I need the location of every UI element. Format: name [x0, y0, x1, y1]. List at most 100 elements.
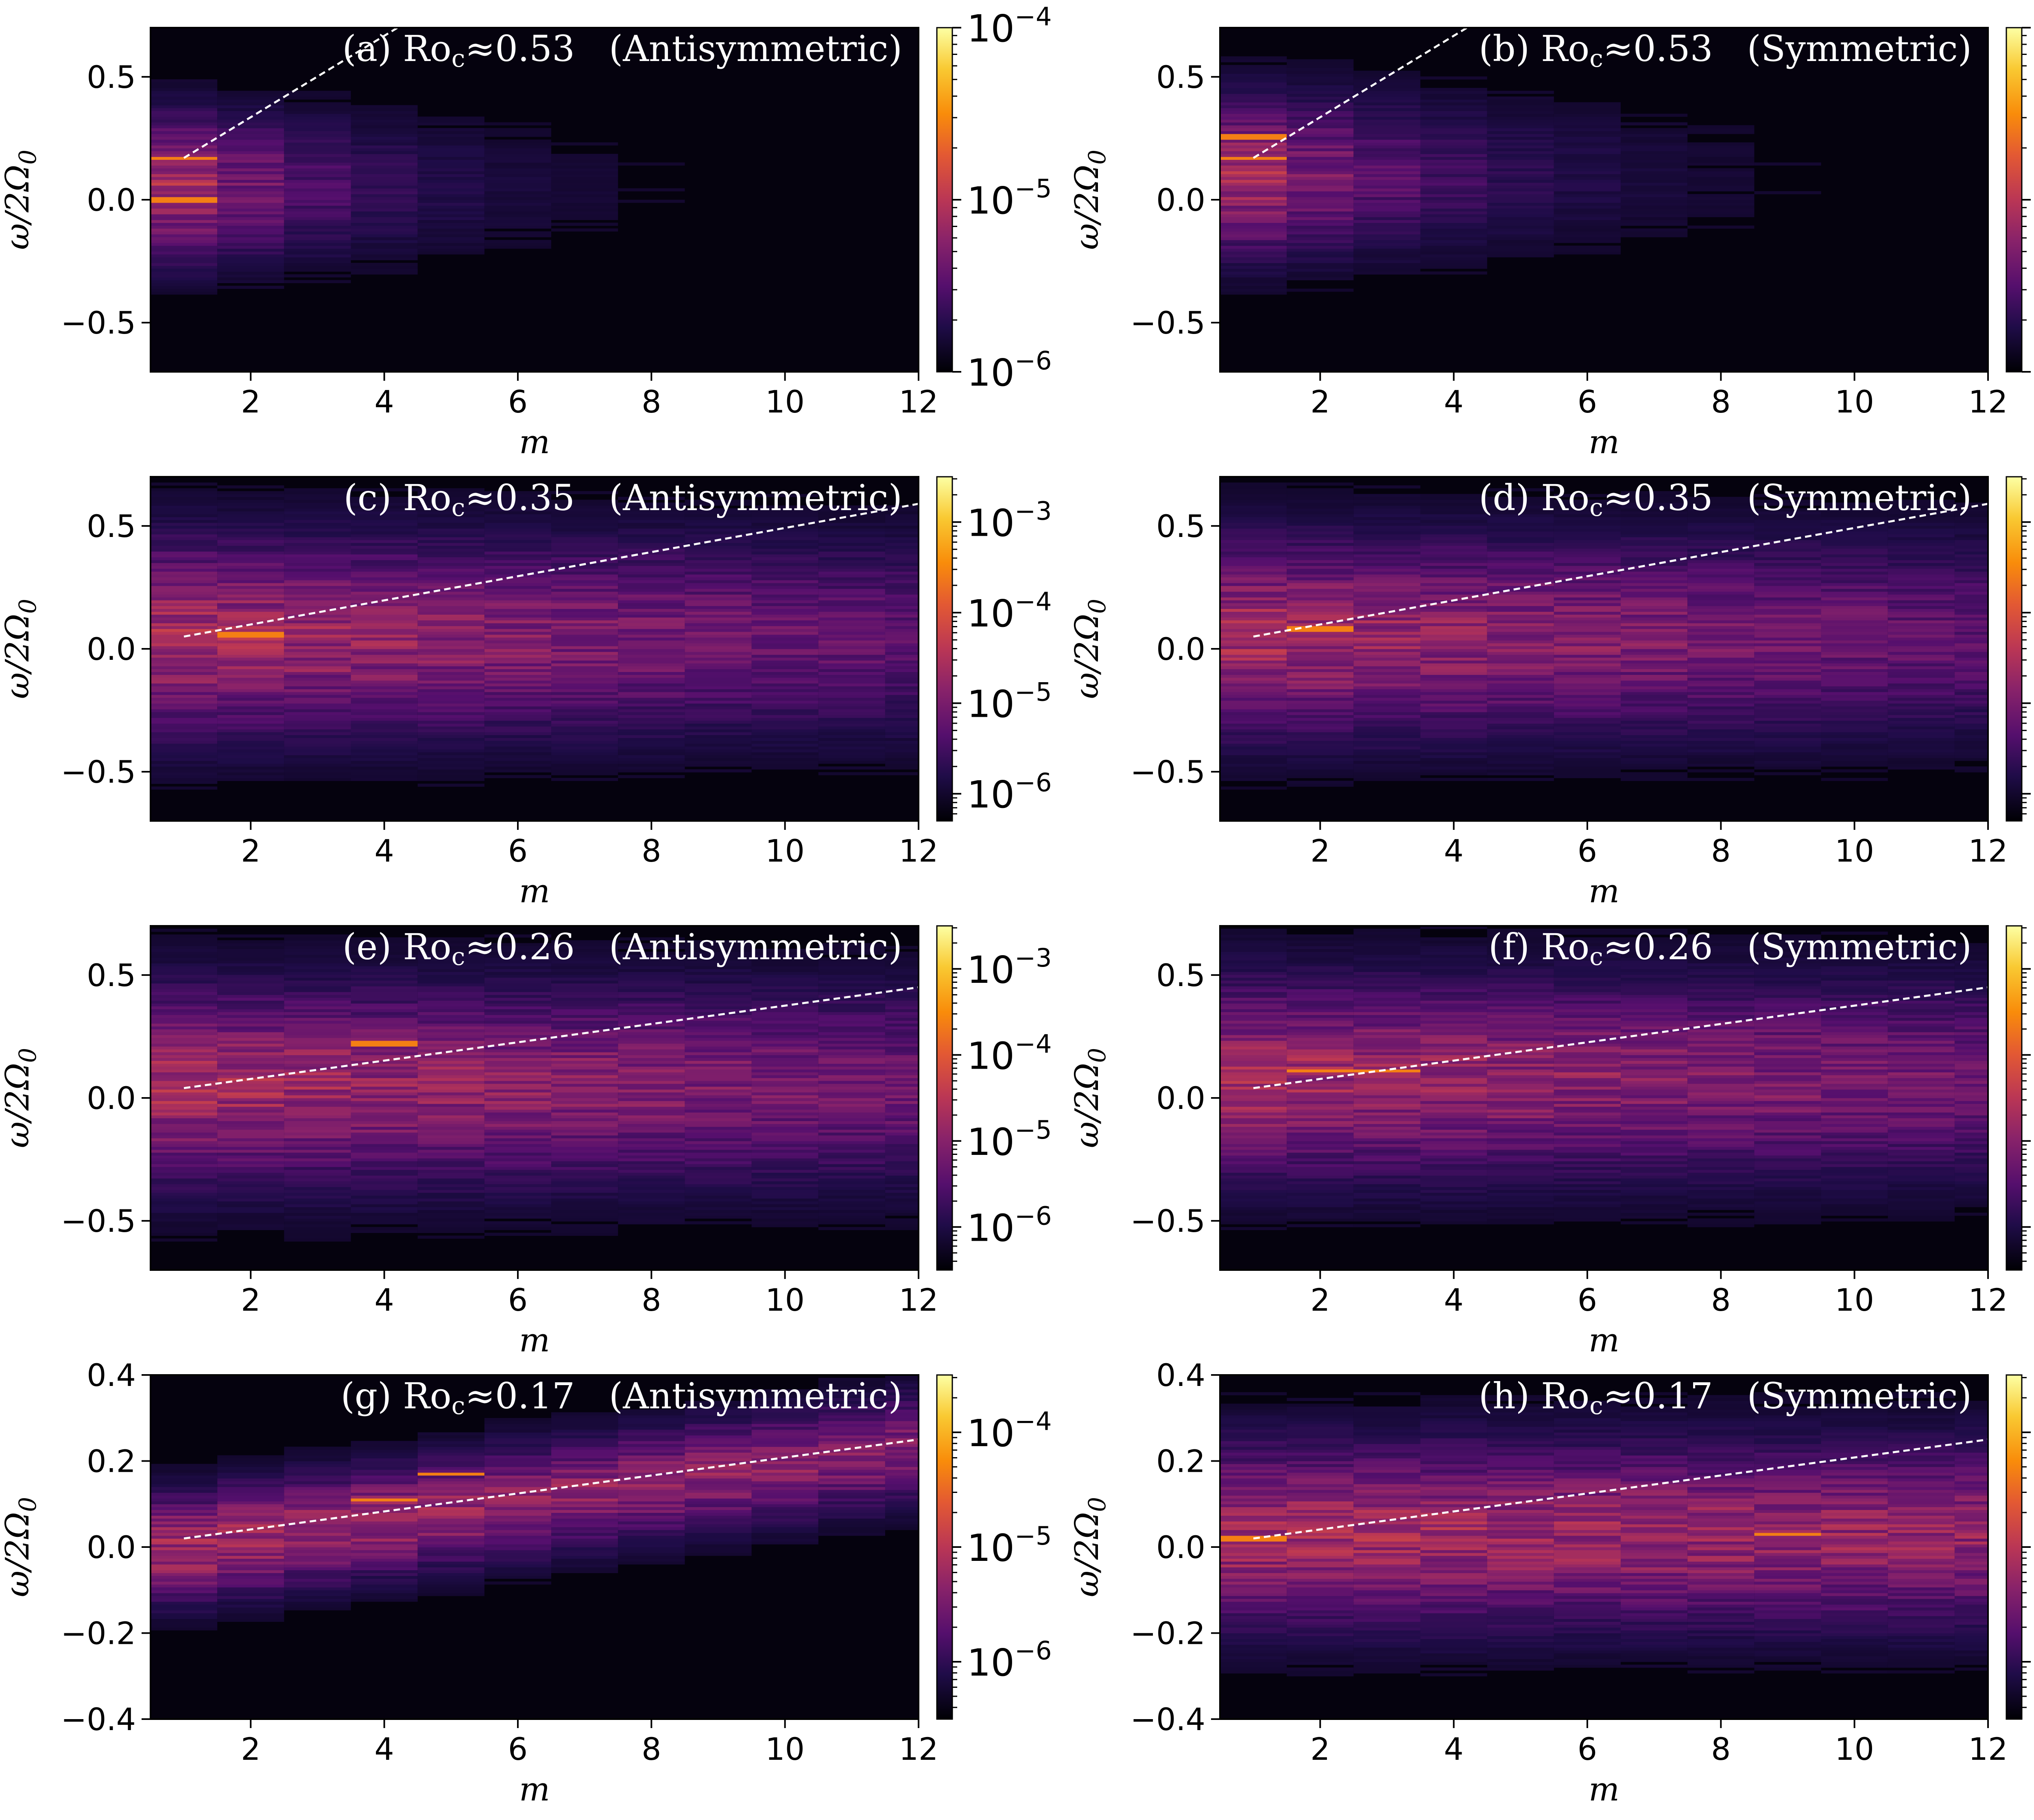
x-tick-label: 8: [1711, 833, 1731, 869]
colorbar: [2006, 925, 2023, 1271]
x-tick-label: 8: [1711, 384, 1731, 420]
x-tick-label: 2: [1310, 1731, 1330, 1767]
x-tick-label: 8: [1711, 1731, 1731, 1767]
x-tick-label: 6: [508, 1282, 528, 1318]
x-tick-label: 6: [508, 384, 528, 420]
y-tick-label: −0.4: [61, 1701, 136, 1737]
x-tick-label: 10: [1835, 384, 1874, 420]
colorbar: [2006, 1374, 2023, 1720]
panel-title: (c) Roc≈0.35 (Antisymmetric): [344, 477, 902, 522]
x-tick-label: 12: [1969, 833, 2008, 869]
panel-a: 2 4 6 8 10 12 −0.5 0.0 0.5 m ω/2Ω0 (a) Roc≈0.53 (An…: [0, 2, 1052, 461]
x-axis-label: m: [519, 872, 550, 910]
y-tick-label: 0.5: [1156, 59, 1205, 95]
x-tick-label: 12: [1969, 1731, 2008, 1767]
x-axis-label: m: [1589, 1321, 1619, 1359]
x-tick-label: 2: [241, 833, 260, 869]
x-tick-label: 10: [765, 1731, 805, 1767]
y-axis-label: ω/2Ω0: [0, 1497, 41, 1597]
heatmap-image: [151, 926, 919, 1270]
y-axis-label: ω/2Ω0: [0, 1048, 41, 1148]
dispersion-line: [183, 986, 919, 1089]
x-tick-label: 6: [508, 1731, 528, 1767]
dispersion-line: [1253, 503, 1988, 638]
heatmap-image: [151, 28, 919, 372]
x-tick-label: 2: [241, 1282, 260, 1318]
y-tick-label: 0.0: [87, 1080, 136, 1116]
y-tick-label: −0.2: [1130, 1615, 1205, 1652]
colorbar-tick-label: 10−5: [967, 174, 1052, 223]
y-axis-label: ω/2Ω0: [1068, 599, 1111, 699]
y-tick-label: 0.0: [1156, 1080, 1205, 1116]
y-tick-label: 0.5: [87, 957, 136, 993]
dispersion-line: [183, 503, 919, 638]
colorbar: [2006, 27, 2023, 373]
colorbar-tick-label: 10−6: [967, 346, 1052, 395]
colorbar: [936, 27, 953, 373]
panel-title: (h) Roc≈0.17 (Symmetric): [1479, 1375, 1972, 1420]
x-tick-label: 10: [765, 1282, 805, 1318]
x-tick-label: 10: [1835, 1282, 1874, 1318]
panel-e: 2 4 6 8 10 12 −0.5 0.0 0.5 m ω/2Ω0 (e) Roc≈0.26 (An…: [0, 925, 1052, 1359]
heatmap-image: [151, 477, 919, 821]
x-tick-label: 6: [1578, 833, 1597, 869]
panel-title: (a) Roc≈0.53 (Antisymmetric): [342, 28, 902, 73]
x-axis-label: m: [519, 1321, 550, 1359]
y-tick-label: 0.0: [87, 1529, 136, 1565]
x-tick-label: 6: [1578, 1731, 1597, 1767]
y-axis-label: ω/2Ω0: [0, 150, 41, 250]
colorbar-tick-label: 10−6: [967, 1201, 1052, 1250]
x-tick-label: 2: [1310, 833, 1330, 869]
y-tick-label: −0.5: [1130, 1203, 1205, 1239]
x-tick-label: 8: [642, 833, 661, 869]
x-tick-label: 12: [1969, 384, 2008, 420]
x-axis-label: m: [519, 1770, 550, 1808]
heatmap-image: [1220, 926, 1988, 1270]
colorbar-tick-label: 10−5: [967, 1115, 1052, 1164]
y-tick-label: 0.5: [1156, 508, 1205, 544]
y-tick-label: 0.2: [87, 1443, 136, 1480]
x-tick-label: 10: [765, 384, 805, 420]
x-tick-label: 4: [1444, 1282, 1463, 1318]
y-tick-label: −0.5: [1130, 754, 1205, 790]
x-tick-label: 6: [1578, 384, 1597, 420]
x-tick-label: 12: [899, 384, 938, 420]
x-axis-label: m: [1589, 872, 1619, 910]
colorbar-tick-label: 10−3: [967, 943, 1052, 992]
x-tick-label: 8: [642, 1282, 661, 1318]
y-tick-label: −0.5: [1130, 305, 1205, 341]
y-axis-label: ω/2Ω0: [1068, 1048, 1111, 1148]
x-tick-label: 4: [374, 384, 394, 420]
colorbar-tick-label: 10−5: [967, 677, 1052, 726]
y-tick-label: −0.2: [61, 1615, 136, 1652]
colorbar-tick-label: 10−6: [967, 1636, 1052, 1685]
panel-d: 2 4 6 8 10 12 −0.5 0.0 0.5 m ω/2Ω0 (d) Roc≈0.35 (Sy…: [1068, 476, 2031, 910]
x-tick-label: 4: [1444, 384, 1463, 420]
x-tick-label: 8: [642, 384, 661, 420]
y-tick-label: 0.0: [1156, 1529, 1205, 1565]
y-tick-label: 0.2: [1156, 1443, 1205, 1480]
y-tick-label: 0.0: [87, 631, 136, 667]
x-tick-label: 4: [1444, 833, 1463, 869]
colorbar-tick-label: 10−5: [967, 1521, 1052, 1570]
x-tick-label: 4: [374, 833, 394, 869]
panel-h: 2 4 6 8 10 12 −0.4 −0.2 0.0 0.2 0.4 m ω/2Ω0 (h) Roc≈0…: [1068, 1357, 2031, 1808]
y-axis-label: ω/2Ω0: [1068, 1497, 1111, 1597]
colorbar-tick-label: 10−6: [967, 768, 1052, 816]
heatmap-image: [1220, 477, 1988, 821]
y-tick-label: −0.5: [61, 305, 136, 341]
x-tick-label: 4: [1444, 1731, 1463, 1767]
colorbar: [936, 476, 953, 822]
dispersion-line: [183, 1438, 919, 1540]
colorbar-tick-label: 10−3: [967, 496, 1052, 545]
colorbar-tick-label: 10−4: [967, 587, 1052, 635]
colorbar-tick-label: 10−4: [967, 1406, 1052, 1455]
x-tick-label: 10: [765, 833, 805, 869]
y-tick-label: −0.4: [1130, 1701, 1205, 1737]
colorbar: [936, 1374, 953, 1720]
panel-title: (e) Roc≈0.26 (Antisymmetric): [343, 926, 902, 971]
y-tick-label: −0.5: [61, 754, 136, 790]
x-tick-label: 2: [241, 384, 260, 420]
x-tick-label: 10: [1835, 833, 1874, 869]
